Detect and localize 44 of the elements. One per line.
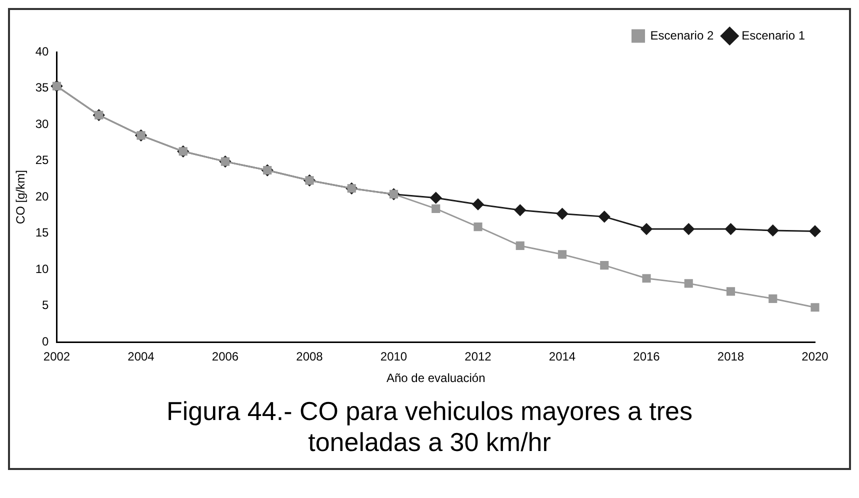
point bbox=[516, 241, 524, 250]
point bbox=[600, 261, 609, 270]
point bbox=[514, 204, 526, 216]
y-axis-title: CO [g/km] bbox=[14, 170, 28, 224]
point bbox=[556, 208, 568, 220]
legend-label: Escenario 1 bbox=[742, 28, 806, 42]
point bbox=[430, 192, 442, 204]
point bbox=[810, 303, 820, 312]
x-tick-label: 2020 bbox=[802, 350, 829, 364]
point bbox=[726, 287, 736, 296]
y-tick-label: 15 bbox=[35, 226, 50, 240]
x-tick-label: 2002 bbox=[43, 350, 70, 364]
point bbox=[558, 250, 567, 259]
y-tick-label: 40 bbox=[35, 44, 50, 58]
point bbox=[472, 198, 484, 210]
legend-label: Escenario 2 bbox=[650, 28, 714, 42]
y-tick-label: 10 bbox=[35, 262, 50, 276]
point bbox=[684, 279, 693, 288]
y-tick-label: 25 bbox=[35, 153, 50, 168]
point bbox=[642, 274, 651, 283]
point bbox=[474, 222, 482, 232]
y-tick-label: 20 bbox=[35, 189, 50, 204]
point bbox=[598, 210, 610, 222]
y-tick-label: 30 bbox=[35, 116, 50, 131]
x-axis-title: Año de evaluación bbox=[386, 371, 486, 386]
x-tick-label: 2016 bbox=[633, 350, 660, 364]
y-tick-label: 5 bbox=[42, 298, 50, 312]
point bbox=[809, 225, 821, 237]
x-tick-label: 2006 bbox=[212, 350, 239, 364]
point bbox=[640, 223, 652, 235]
point bbox=[767, 224, 779, 236]
x-tick-label: 2004 bbox=[128, 350, 155, 364]
y-tick-label: 0 bbox=[42, 334, 50, 349]
point bbox=[725, 223, 736, 235]
point bbox=[682, 223, 694, 235]
text: Figura 44.- CO para vehiculos mayores a tres toneladas a 30 km/hr bbox=[166, 395, 694, 459]
y-tick-label: 35 bbox=[35, 80, 50, 95]
point bbox=[768, 294, 778, 303]
x-tick-label: 2008 bbox=[296, 350, 324, 364]
x-tick-label: 2014 bbox=[548, 350, 576, 364]
x-tick-label: 2012 bbox=[464, 350, 492, 364]
point bbox=[432, 204, 440, 213]
x-tick-label: 2010 bbox=[380, 350, 408, 364]
x-tick-label: 2018 bbox=[717, 350, 744, 364]
